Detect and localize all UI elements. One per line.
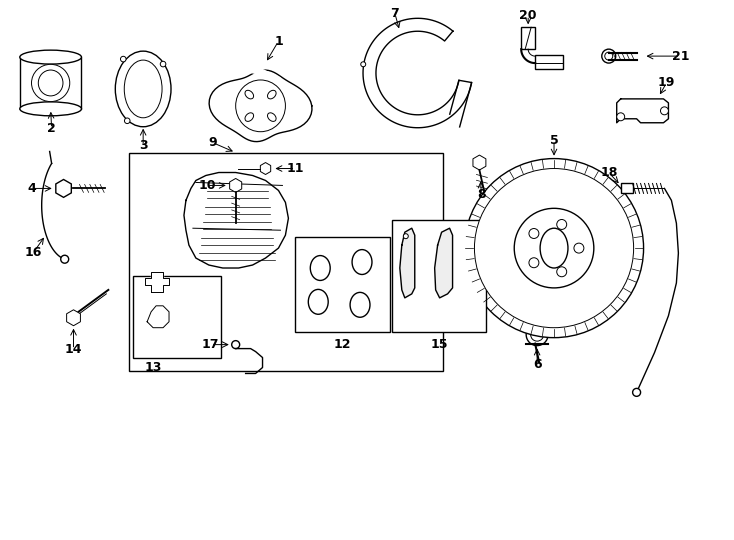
- Circle shape: [515, 208, 594, 288]
- Ellipse shape: [38, 70, 63, 96]
- Circle shape: [160, 61, 166, 67]
- Circle shape: [125, 118, 130, 124]
- Bar: [621, 184, 633, 193]
- Ellipse shape: [20, 50, 81, 64]
- Text: 9: 9: [208, 136, 217, 149]
- Circle shape: [574, 243, 584, 253]
- Circle shape: [557, 267, 567, 276]
- Ellipse shape: [540, 228, 568, 268]
- Text: 11: 11: [286, 162, 304, 175]
- Text: 4: 4: [27, 182, 36, 195]
- Circle shape: [360, 62, 366, 67]
- Text: 16: 16: [25, 246, 43, 259]
- Circle shape: [602, 49, 616, 63]
- Text: 8: 8: [477, 188, 486, 201]
- Text: 7: 7: [390, 7, 399, 20]
- Text: 20: 20: [520, 9, 537, 22]
- Text: 15: 15: [431, 338, 448, 351]
- Ellipse shape: [310, 255, 330, 280]
- Ellipse shape: [236, 80, 286, 132]
- Text: 17: 17: [202, 338, 219, 351]
- Bar: [392, 220, 487, 332]
- Bar: [129, 153, 443, 372]
- Circle shape: [61, 255, 69, 263]
- Polygon shape: [209, 70, 312, 141]
- Text: 2: 2: [47, 122, 56, 135]
- Bar: [295, 237, 390, 332]
- Circle shape: [661, 107, 669, 115]
- Circle shape: [232, 341, 240, 349]
- Text: 18: 18: [600, 166, 617, 179]
- Ellipse shape: [350, 292, 370, 318]
- Circle shape: [531, 328, 544, 341]
- Circle shape: [529, 258, 539, 268]
- Ellipse shape: [267, 113, 276, 122]
- Circle shape: [605, 52, 613, 60]
- Bar: [521, 27, 535, 49]
- Polygon shape: [400, 228, 415, 298]
- Ellipse shape: [32, 64, 70, 102]
- Ellipse shape: [115, 51, 171, 127]
- Text: 10: 10: [198, 179, 216, 192]
- Polygon shape: [184, 172, 288, 268]
- Ellipse shape: [352, 249, 372, 274]
- Polygon shape: [363, 18, 472, 128]
- Text: 19: 19: [658, 77, 675, 90]
- Bar: [20, 57, 81, 109]
- Text: 21: 21: [672, 50, 689, 63]
- Ellipse shape: [245, 113, 253, 122]
- Circle shape: [633, 388, 641, 396]
- Circle shape: [120, 56, 126, 62]
- Text: 13: 13: [145, 361, 161, 374]
- Ellipse shape: [267, 90, 276, 99]
- Polygon shape: [203, 49, 280, 78]
- Text: 12: 12: [333, 338, 351, 351]
- Circle shape: [403, 234, 408, 239]
- Circle shape: [465, 159, 644, 338]
- Text: 14: 14: [65, 343, 82, 356]
- Ellipse shape: [308, 289, 328, 314]
- Circle shape: [617, 113, 625, 121]
- Polygon shape: [145, 272, 169, 292]
- Bar: [133, 276, 221, 357]
- Ellipse shape: [20, 102, 81, 116]
- Circle shape: [474, 168, 633, 328]
- Bar: [535, 55, 563, 69]
- Text: 3: 3: [139, 139, 148, 152]
- Circle shape: [529, 228, 539, 239]
- Ellipse shape: [245, 90, 253, 99]
- Polygon shape: [435, 228, 453, 298]
- Ellipse shape: [124, 60, 162, 118]
- Text: 1: 1: [274, 35, 283, 48]
- Circle shape: [526, 323, 548, 346]
- Text: 6: 6: [533, 358, 542, 371]
- Text: 5: 5: [550, 134, 559, 147]
- Circle shape: [557, 219, 567, 230]
- Polygon shape: [617, 99, 669, 123]
